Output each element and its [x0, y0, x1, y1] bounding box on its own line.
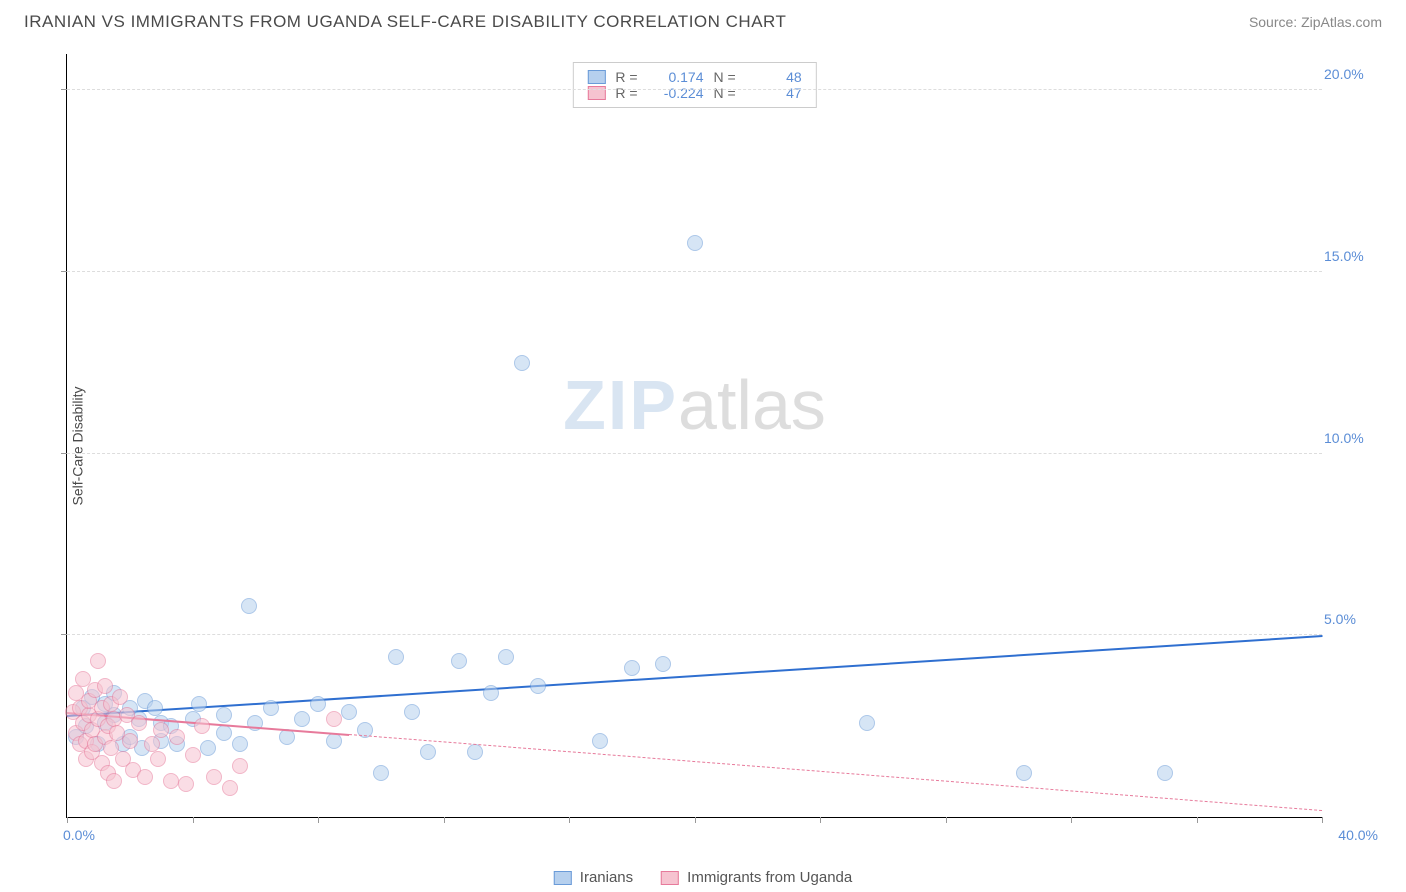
legend-swatch	[554, 871, 572, 885]
data-point	[163, 773, 179, 789]
gridline	[67, 634, 1322, 635]
x-tick-mark	[67, 817, 68, 823]
data-point	[859, 715, 875, 731]
y-tick-mark	[61, 271, 67, 272]
watermark-part2: atlas	[678, 366, 826, 444]
gridline	[67, 453, 1322, 454]
data-point	[483, 685, 499, 701]
data-point	[655, 656, 671, 672]
gridline	[67, 89, 1322, 90]
x-axis-max-label: 40.0%	[1338, 827, 1378, 843]
n-label: N =	[714, 69, 736, 85]
legend-swatch	[587, 70, 605, 84]
x-tick-mark	[1197, 817, 1198, 823]
x-tick-mark	[695, 817, 696, 823]
plot-area: ZIPatlas R =0.174N =48R =-0.224N =47 0.0…	[66, 54, 1322, 818]
data-point	[294, 711, 310, 727]
data-point	[263, 700, 279, 716]
data-point	[222, 780, 238, 796]
data-point	[90, 653, 106, 669]
data-point	[106, 773, 122, 789]
data-point	[592, 733, 608, 749]
x-tick-mark	[193, 817, 194, 823]
data-point	[451, 653, 467, 669]
series-legend: Iranians Immigrants from Uganda	[554, 869, 852, 886]
data-point	[1157, 765, 1173, 781]
y-tick-mark	[61, 634, 67, 635]
x-tick-mark	[318, 817, 319, 823]
data-point	[467, 744, 483, 760]
trend-line	[349, 734, 1322, 811]
chart-container: Self-Care Disability ZIPatlas R =0.174N …	[24, 44, 1382, 848]
watermark-part1: ZIP	[563, 366, 678, 444]
data-point	[178, 776, 194, 792]
x-tick-mark	[444, 817, 445, 823]
data-point	[232, 736, 248, 752]
data-point	[169, 729, 185, 745]
x-tick-mark	[1071, 817, 1072, 823]
x-tick-mark	[1322, 817, 1323, 823]
data-point	[200, 740, 216, 756]
data-point	[624, 660, 640, 676]
r-value: -0.224	[648, 85, 704, 101]
x-tick-mark	[946, 817, 947, 823]
data-point	[185, 747, 201, 763]
x-tick-mark	[569, 817, 570, 823]
x-tick-mark	[820, 817, 821, 823]
y-tick-label: 10.0%	[1324, 430, 1372, 446]
data-point	[388, 649, 404, 665]
data-point	[206, 769, 222, 785]
data-point	[232, 758, 248, 774]
legend-swatch	[661, 871, 679, 885]
data-point	[310, 696, 326, 712]
data-point	[341, 704, 357, 720]
legend-item: Iranians	[554, 869, 633, 886]
y-tick-label: 20.0%	[1324, 66, 1372, 82]
data-point	[153, 722, 169, 738]
y-tick-mark	[61, 89, 67, 90]
data-point	[216, 725, 232, 741]
n-value: 48	[746, 69, 802, 85]
source-label: Source: ZipAtlas.com	[1249, 14, 1382, 30]
data-point	[1016, 765, 1032, 781]
r-label: R =	[615, 69, 637, 85]
data-point	[112, 689, 128, 705]
legend-swatch	[587, 86, 605, 100]
n-label: N =	[714, 85, 736, 101]
data-point	[373, 765, 389, 781]
data-point	[137, 769, 153, 785]
correlation-legend: R = 0.174 N = 48 R = -0.224 N = 47	[572, 62, 816, 108]
data-point	[530, 678, 546, 694]
data-point	[420, 744, 436, 760]
n-value: 47	[746, 85, 802, 101]
legend-item: Immigrants from Uganda	[661, 869, 852, 886]
data-point	[122, 733, 138, 749]
data-point	[191, 696, 207, 712]
gridline	[67, 271, 1322, 272]
legend-row: R = 0.174 N = 48	[587, 69, 801, 85]
y-tick-label: 15.0%	[1324, 248, 1372, 264]
data-point	[150, 751, 166, 767]
data-point	[241, 598, 257, 614]
data-point	[687, 235, 703, 251]
legend-label: Iranians	[580, 869, 633, 886]
data-point	[326, 711, 342, 727]
y-tick-mark	[61, 453, 67, 454]
trend-line	[67, 635, 1322, 717]
data-point	[404, 704, 420, 720]
x-axis-min-label: 0.0%	[63, 827, 111, 843]
legend-row: R = -0.224 N = 47	[587, 85, 801, 101]
legend-label: Immigrants from Uganda	[687, 869, 852, 886]
r-label: R =	[615, 85, 637, 101]
y-tick-label: 5.0%	[1324, 611, 1372, 627]
data-point	[498, 649, 514, 665]
data-point	[514, 355, 530, 371]
watermark: ZIPatlas	[563, 365, 826, 445]
data-point	[97, 678, 113, 694]
data-point	[216, 707, 232, 723]
chart-title: IRANIAN VS IMMIGRANTS FROM UGANDA SELF-C…	[24, 12, 786, 32]
data-point	[131, 715, 147, 731]
data-point	[194, 718, 210, 734]
r-value: 0.174	[648, 69, 704, 85]
